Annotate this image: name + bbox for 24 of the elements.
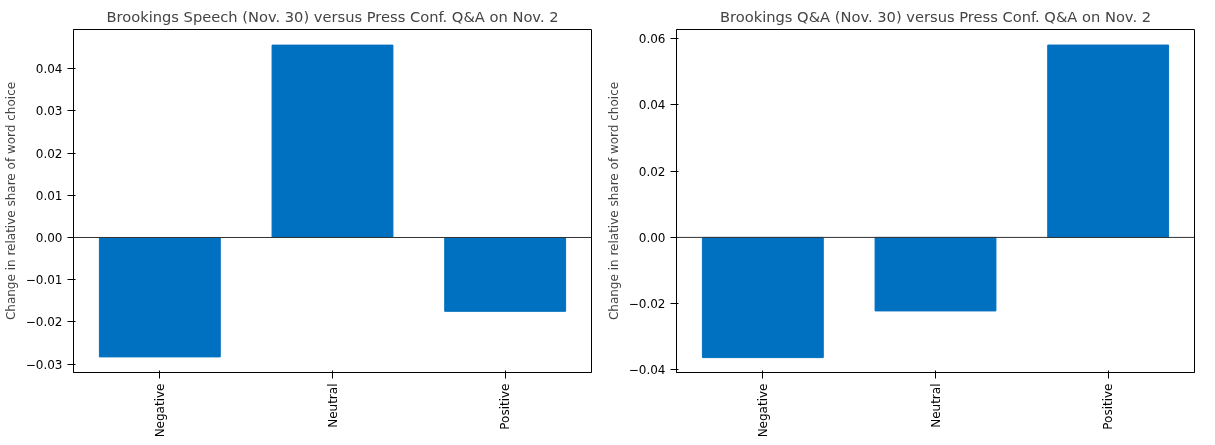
chart-title: Brookings Speech (Nov. 30) versus Press Conf. Q&A on Nov. 2 [106, 7, 559, 25]
y-tick-label: 0.00 [35, 230, 63, 245]
x-tick-label: Positive [498, 383, 513, 430]
x-tick-label: Negative [755, 383, 770, 438]
y-axis-title: Change in relative share of word choice [606, 81, 621, 321]
y-axis-title: Change in relative share of word choice [3, 81, 18, 321]
y-tick-label: −0.01 [25, 273, 63, 288]
y-tick-label: −0.03 [25, 357, 63, 372]
y-tick-label: −0.04 [628, 363, 666, 378]
y-tick-label: 0.03 [35, 104, 63, 119]
y-tick-label: 0.04 [35, 62, 63, 77]
y-tick-label: 0.02 [35, 146, 63, 161]
y-tick-label: 0.00 [638, 230, 666, 245]
x-tick-label: Neutral [928, 383, 943, 428]
chart-title: Brookings Q&A (Nov. 30) versus Press Conf. Q&A on Nov. 2 [719, 7, 1152, 25]
y-tick-label: 0.02 [638, 164, 666, 179]
y-tick-label: 0.04 [638, 98, 666, 113]
x-tick-label: Positive [1101, 383, 1116, 430]
x-tick-label: Negative [152, 383, 167, 438]
y-tick-label: 0.01 [35, 188, 63, 203]
y-tick-label: −0.02 [628, 297, 666, 312]
y-tick-label: 0.06 [638, 32, 666, 47]
y-tick-label: −0.02 [25, 315, 63, 330]
x-tick-label: Neutral [325, 383, 340, 428]
